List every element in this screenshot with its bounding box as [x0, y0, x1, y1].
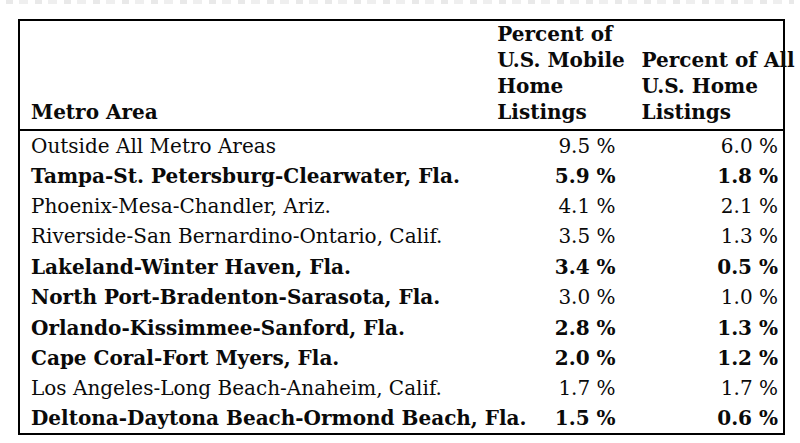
- all-pct-cell: 2.1 %: [623, 191, 784, 221]
- all-pct-cell: 1.7 %: [623, 373, 784, 403]
- metro-area-cell: Phoenix-Mesa-Chandler, Ariz.: [19, 191, 490, 221]
- metro-area-cell: Tampa-St. Petersburg-Clearwater, Fla.: [19, 160, 490, 190]
- mobile-pct-cell: 2.0 %: [490, 343, 622, 373]
- all-pct-cell: 1.0 %: [623, 282, 784, 312]
- table-row: Tampa-St. Petersburg-Clearwater, Fla. 5.…: [19, 160, 784, 190]
- metro-area-cell: Lakeland-Winter Haven, Fla.: [19, 252, 490, 282]
- metro-area-cell: North Port-Bradenton-Sarasota, Fla.: [19, 282, 490, 312]
- metro-area-cell: Riverside-San Bernardino-Ontario, Calif.: [19, 221, 490, 251]
- cropped-text-artifact: [6, 0, 794, 4]
- mobile-pct-cell: 4.1 %: [490, 191, 622, 221]
- mobile-pct-cell: 3.5 %: [490, 221, 622, 251]
- document-page: Metro Area Percent of U.S. Mobile Home L…: [0, 0, 800, 443]
- metro-area-cell: Los Angeles-Long Beach-Anaheim, Calif.: [19, 373, 490, 403]
- table-row: Orlando-Kissimmee-Sanford, Fla. 2.8 % 1.…: [19, 312, 784, 342]
- metro-area-cell: Deltona-Daytona Beach-Ormond Beach, Fla.: [19, 404, 490, 434]
- all-pct-cell: 1.3 %: [623, 312, 784, 342]
- table-row: Phoenix-Mesa-Chandler, Ariz. 4.1 % 2.1 %: [19, 191, 784, 221]
- table-row: North Port-Bradenton-Sarasota, Fla. 3.0 …: [19, 282, 784, 312]
- mobile-pct-cell: 3.4 %: [490, 252, 622, 282]
- metro-area-cell: Orlando-Kissimmee-Sanford, Fla.: [19, 312, 490, 342]
- table-row: Riverside-San Bernardino-Ontario, Calif.…: [19, 221, 784, 251]
- mobile-pct-cell: 2.8 %: [490, 312, 622, 342]
- metro-area-cell: Outside All Metro Areas: [19, 130, 490, 160]
- mobile-home-listings-table: Metro Area Percent of U.S. Mobile Home L…: [18, 19, 785, 435]
- all-pct-cell: 1.2 %: [623, 343, 784, 373]
- table-row: Deltona-Daytona Beach-Ormond Beach, Fla.…: [19, 404, 784, 434]
- all-pct-cell: 0.5 %: [623, 252, 784, 282]
- mobile-pct-cell: 3.0 %: [490, 282, 622, 312]
- table-row: Lakeland-Winter Haven, Fla. 3.4 % 0.5 %: [19, 252, 784, 282]
- table-row: Outside All Metro Areas 9.5 % 6.0 %: [19, 130, 784, 160]
- table-row: Cape Coral-Fort Myers, Fla. 2.0 % 1.2 %: [19, 343, 784, 373]
- mobile-pct-cell: 1.7 %: [490, 373, 622, 403]
- table-row: Los Angeles-Long Beach-Anaheim, Calif. 1…: [19, 373, 784, 403]
- table-header: Metro Area Percent of U.S. Mobile Home L…: [19, 20, 784, 130]
- header-percent-mobile-home-listings: Percent of U.S. Mobile Home Listings: [490, 20, 622, 130]
- header-metro-area: Metro Area: [19, 20, 490, 130]
- all-pct-cell: 1.3 %: [623, 221, 784, 251]
- table-body: Outside All Metro Areas 9.5 % 6.0 % Tamp…: [19, 130, 784, 434]
- header-row: Metro Area Percent of U.S. Mobile Home L…: [19, 20, 784, 130]
- mobile-pct-cell: 9.5 %: [490, 130, 622, 160]
- all-pct-cell: 6.0 %: [623, 130, 784, 160]
- all-pct-cell: 1.8 %: [623, 160, 784, 190]
- metro-area-cell: Cape Coral-Fort Myers, Fla.: [19, 343, 490, 373]
- all-pct-cell: 0.6 %: [623, 404, 784, 434]
- mobile-pct-cell: 5.9 %: [490, 160, 622, 190]
- header-percent-all-home-listings: Percent of All U.S. Home Listings: [623, 20, 784, 130]
